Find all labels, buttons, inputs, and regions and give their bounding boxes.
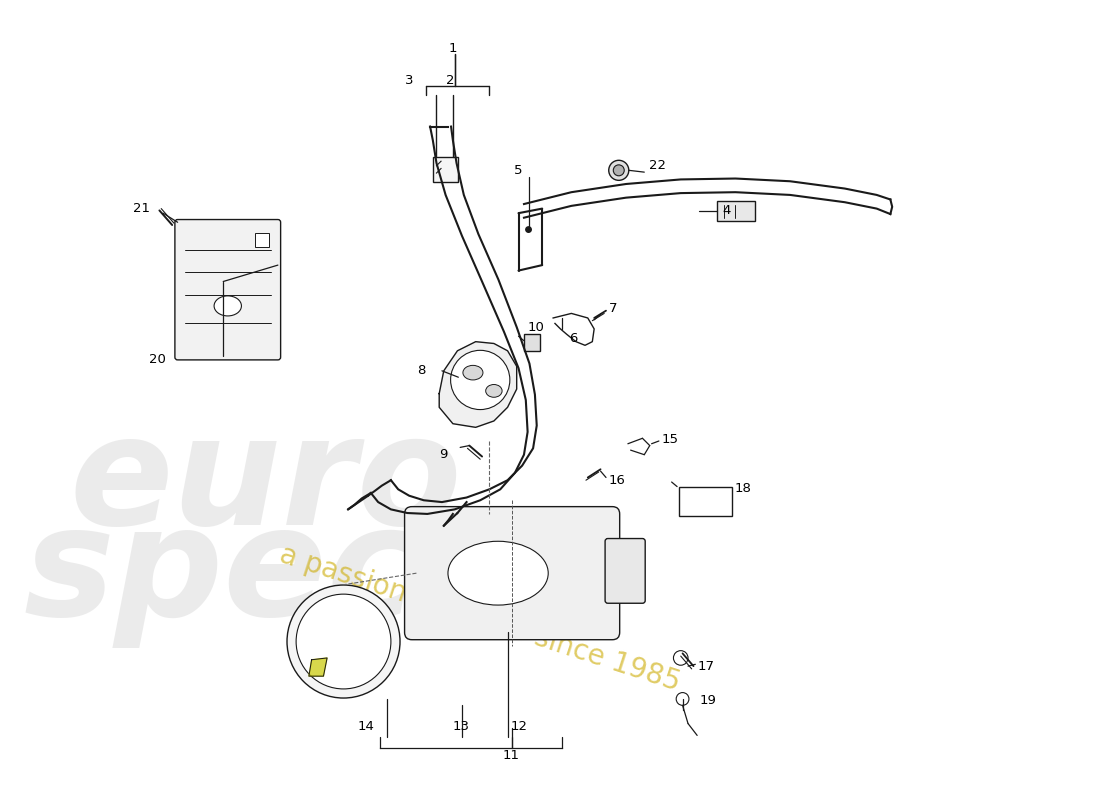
- Text: 18: 18: [735, 482, 751, 495]
- Text: 22: 22: [649, 159, 666, 172]
- Text: 1: 1: [449, 42, 458, 54]
- FancyBboxPatch shape: [524, 334, 540, 350]
- Text: 15: 15: [661, 433, 679, 446]
- Polygon shape: [439, 342, 517, 427]
- Circle shape: [676, 693, 689, 706]
- Polygon shape: [309, 658, 327, 676]
- Text: 12: 12: [510, 720, 527, 733]
- Text: 16: 16: [608, 474, 626, 486]
- FancyBboxPatch shape: [255, 234, 268, 247]
- Ellipse shape: [448, 542, 548, 605]
- Text: 14: 14: [358, 720, 374, 733]
- Text: 19: 19: [700, 694, 717, 707]
- Text: 5: 5: [515, 164, 522, 177]
- Ellipse shape: [486, 385, 502, 398]
- Text: 11: 11: [503, 749, 519, 762]
- Text: 6: 6: [570, 333, 578, 346]
- Circle shape: [526, 227, 531, 232]
- FancyBboxPatch shape: [605, 538, 646, 603]
- Text: 17: 17: [698, 660, 715, 673]
- Text: 7: 7: [608, 302, 617, 315]
- Ellipse shape: [451, 350, 509, 410]
- Circle shape: [614, 165, 624, 176]
- Circle shape: [296, 594, 390, 689]
- Text: 9: 9: [439, 448, 448, 461]
- Text: 10: 10: [528, 321, 544, 334]
- FancyBboxPatch shape: [717, 202, 756, 222]
- Text: euro: euro: [69, 407, 462, 557]
- Text: 20: 20: [148, 354, 166, 366]
- Text: 3: 3: [405, 74, 414, 87]
- FancyBboxPatch shape: [679, 486, 732, 516]
- Text: specs: specs: [23, 498, 508, 648]
- Text: 13: 13: [452, 720, 470, 733]
- Circle shape: [673, 650, 688, 666]
- Circle shape: [287, 585, 400, 698]
- Ellipse shape: [214, 296, 241, 316]
- Circle shape: [608, 160, 629, 180]
- Text: 8: 8: [417, 364, 426, 378]
- Text: 2: 2: [446, 74, 454, 87]
- Text: 21: 21: [133, 202, 151, 215]
- Text: 4: 4: [723, 204, 732, 217]
- Text: a passion for parts since 1985: a passion for parts since 1985: [276, 541, 684, 697]
- FancyBboxPatch shape: [175, 219, 280, 360]
- FancyBboxPatch shape: [432, 157, 459, 182]
- FancyBboxPatch shape: [405, 506, 619, 640]
- Ellipse shape: [463, 366, 483, 380]
